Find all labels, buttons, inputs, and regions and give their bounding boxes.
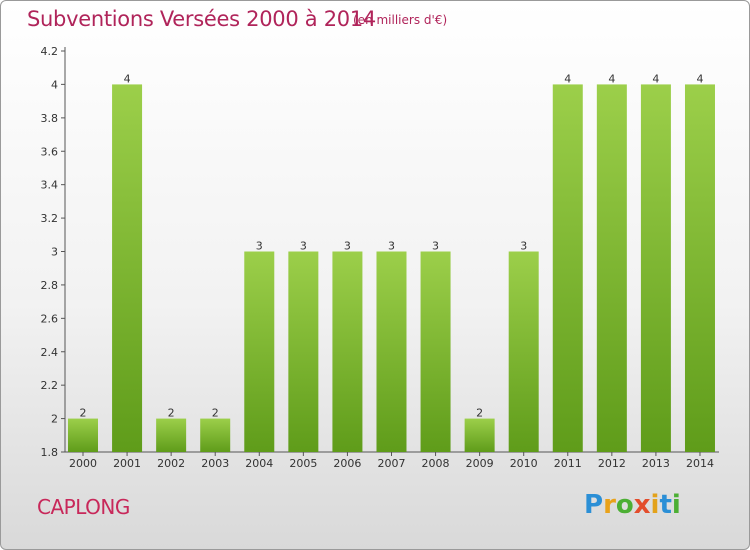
x-tick-label: 2003 [201, 457, 229, 470]
bar [332, 251, 363, 452]
x-tick-label: 2002 [157, 457, 185, 470]
y-tick-label: 2.6 [41, 312, 59, 325]
x-tick-label: 2014 [686, 457, 714, 470]
data-label: 3 [388, 240, 395, 253]
chart-subtitle: (en milliers d'€) [353, 13, 448, 27]
x-tick-label: 2004 [245, 457, 273, 470]
y-tick-label: 4.2 [41, 45, 59, 58]
y-tick-label: 3.8 [41, 112, 59, 125]
x-tick-label: 2001 [113, 457, 141, 470]
y-tick-label: 3.6 [41, 145, 59, 158]
x-tick-label: 2008 [422, 457, 450, 470]
x-tick-label: 2010 [510, 457, 538, 470]
data-label: 3 [520, 240, 527, 253]
data-label: 3 [344, 240, 351, 253]
y-tick-label: 2.4 [41, 346, 59, 359]
bar [640, 84, 671, 453]
data-label: 4 [564, 72, 571, 85]
y-tick-label: 1.8 [41, 446, 59, 459]
data-label: 3 [256, 240, 263, 253]
bar [420, 251, 451, 452]
data-label: 2 [168, 407, 175, 420]
y-tick-label: 2.2 [41, 379, 59, 392]
proxiti-logo[interactable]: Proxiti [584, 490, 681, 520]
bar [112, 84, 143, 453]
y-tick-label: 3 [51, 246, 58, 259]
x-tick-label: 2006 [333, 457, 361, 470]
data-label: 2 [476, 407, 483, 420]
data-label: 4 [696, 72, 703, 85]
bar [288, 251, 319, 452]
y-tick-label: 2.8 [41, 279, 59, 292]
data-label: 2 [80, 407, 87, 420]
x-tick-label: 2000 [69, 457, 97, 470]
y-tick-label: 4 [51, 78, 58, 91]
x-tick-label: 2012 [598, 457, 626, 470]
bar [552, 84, 583, 453]
bar [684, 84, 715, 453]
chart-title: Subventions Versées 2000 à 2014 [27, 7, 376, 31]
y-tick-label: 2 [51, 413, 58, 426]
data-label: 4 [608, 72, 615, 85]
x-tick-label: 2007 [377, 457, 405, 470]
data-label: 4 [652, 72, 659, 85]
bar [200, 418, 231, 452]
data-label: 3 [432, 240, 439, 253]
data-label: 3 [300, 240, 307, 253]
x-tick-label: 2009 [466, 457, 494, 470]
x-tick-label: 2005 [289, 457, 317, 470]
bar [68, 418, 98, 452]
commune-name: CAPLONG [37, 495, 130, 519]
bar [376, 251, 407, 452]
data-label: 2 [212, 407, 219, 420]
y-tick-label: 3.4 [41, 179, 59, 192]
bar [244, 251, 275, 452]
bar [464, 418, 495, 452]
data-label: 4 [124, 72, 131, 85]
bar [596, 84, 627, 453]
bar [508, 251, 539, 452]
x-tick-label: 2011 [554, 457, 582, 470]
y-tick-label: 3.2 [41, 212, 59, 225]
bar [156, 418, 187, 452]
x-tick-label: 2013 [642, 457, 670, 470]
